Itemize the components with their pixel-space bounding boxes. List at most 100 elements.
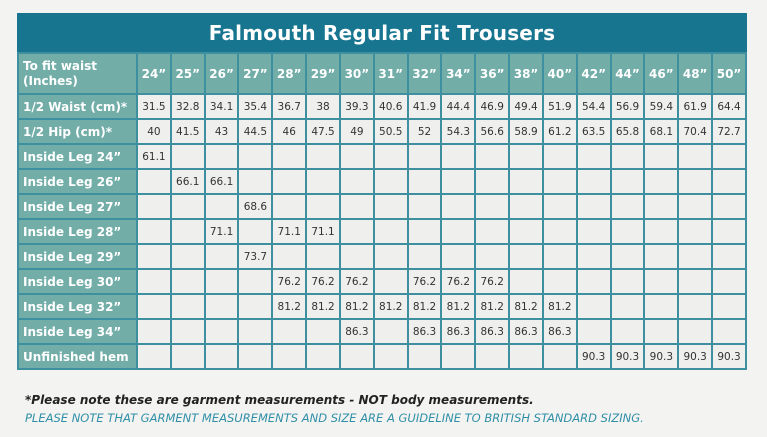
measurement-cell: 36.7 [271, 93, 308, 120]
size-header: 46” [643, 52, 680, 95]
row-label: Inside Leg 30” [17, 268, 138, 295]
measurement-cell [372, 318, 409, 345]
measurement-cell [203, 268, 240, 295]
measurement-cell [541, 168, 578, 195]
table-row: Inside Leg 27” 68.6 [17, 193, 747, 220]
measurement-cell: 49 [338, 118, 375, 145]
measurement-cell [609, 168, 646, 195]
measurement-cell [169, 243, 206, 270]
size-chart: Falmouth Regular Fit Trousers To fit wai… [17, 13, 747, 370]
measurement-cell [338, 343, 375, 370]
measurement-cell: 66.1 [169, 168, 206, 195]
measurement-cell: 47.5 [305, 118, 341, 145]
measurement-cell [643, 168, 680, 195]
measurement-cell [237, 268, 274, 295]
measurement-cell [575, 318, 612, 345]
measurement-cell [643, 143, 680, 170]
measurement-cell [677, 193, 714, 220]
measurement-cell: 50.5 [372, 118, 409, 145]
measurement-cell [440, 343, 477, 370]
measurement-cell [711, 268, 747, 295]
measurement-cell [372, 168, 409, 195]
measurement-cell [609, 293, 646, 320]
measurement-cell [203, 318, 240, 345]
measurement-cell: 32.8 [169, 93, 206, 120]
size-header: 38” [508, 52, 544, 95]
measurement-cell [474, 193, 511, 220]
garment-note: *Please note these are garment measureme… [25, 393, 534, 407]
measurement-cell [305, 343, 341, 370]
measurement-cell [677, 318, 714, 345]
measurement-cell: 71.1 [203, 218, 240, 245]
measurement-cell [711, 293, 747, 320]
measurement-cell: 51.9 [541, 93, 578, 120]
measurement-cell: 71.1 [305, 218, 341, 245]
measurement-cell [643, 193, 680, 220]
measurement-cell [169, 293, 206, 320]
measurement-cell [440, 243, 477, 270]
table-row: Inside Leg 32” 81.2 81.2 81.2 81.2 81.2 81.2 81… [17, 293, 747, 320]
measurement-cell: 58.9 [508, 118, 544, 145]
measurement-cell: 76.2 [271, 268, 308, 295]
measurement-cell [305, 193, 341, 220]
measurement-cell: 68.6 [237, 193, 274, 220]
measurement-cell [406, 168, 443, 195]
measurement-cell [338, 168, 375, 195]
measurement-cell [406, 243, 443, 270]
measurement-cell [271, 343, 308, 370]
measurement-cell [406, 218, 443, 245]
measurement-cell: 54.3 [440, 118, 477, 145]
measurement-cell [575, 293, 612, 320]
header-row: To fit waist (Inches) 24” 25” 26” 27” 28” 29”… [17, 52, 747, 95]
measurement-cell [711, 218, 747, 245]
measurement-cell: 59.4 [643, 93, 680, 120]
measurement-cell [508, 343, 544, 370]
measurement-cell [711, 243, 747, 270]
measurement-cell: 38 [305, 93, 341, 120]
measurement-cell [609, 243, 646, 270]
size-header: 28” [271, 52, 308, 95]
measurement-cell [508, 143, 544, 170]
size-header: 27” [237, 52, 274, 95]
measurement-cell: 31.5 [136, 93, 172, 120]
measurement-cell [203, 143, 240, 170]
measurement-cell [305, 318, 341, 345]
measurement-cell: 86.3 [474, 318, 511, 345]
measurement-cell: 81.2 [440, 293, 477, 320]
row-label: Inside Leg 32” [17, 293, 138, 320]
measurement-cell: 76.2 [338, 268, 375, 295]
measurement-cell [203, 243, 240, 270]
measurement-cell [541, 343, 578, 370]
measurement-cell: 49.4 [508, 93, 544, 120]
measurement-cell: 46 [271, 118, 308, 145]
measurement-cell: 70.4 [677, 118, 714, 145]
measurement-cell: 68.1 [643, 118, 680, 145]
measurement-cell: 86.3 [406, 318, 443, 345]
row-label: Inside Leg 28” [17, 218, 138, 245]
measurement-cell: 43 [203, 118, 240, 145]
size-header: 25” [169, 52, 206, 95]
size-header: 36” [474, 52, 511, 95]
measurement-cell [169, 218, 206, 245]
measurement-cell [136, 318, 172, 345]
measurement-cell: 72.7 [711, 118, 747, 145]
measurement-cell: 41.9 [406, 93, 443, 120]
measurement-cell [508, 268, 544, 295]
measurement-cell [169, 143, 206, 170]
measurement-cell: 90.3 [575, 343, 612, 370]
measurement-cell [677, 218, 714, 245]
table-row: Inside Leg 26” 66.1 66.1 [17, 168, 747, 195]
measurement-cell [440, 168, 477, 195]
size-header: 40” [541, 52, 578, 95]
measurement-cell [711, 143, 747, 170]
row-label: 1/2 Waist (cm)* [17, 93, 138, 120]
size-header: 32” [406, 52, 443, 95]
measurement-cell: 71.1 [271, 218, 308, 245]
table-row: 1/2 Hip (cm)* 40 41.5 43 44.5 46 47.5 49 50.5 52 5… [17, 118, 747, 145]
measurement-cell [677, 168, 714, 195]
measurement-cell [474, 243, 511, 270]
measurement-cell [508, 218, 544, 245]
measurement-cell [508, 168, 544, 195]
row-label: Inside Leg 34” [17, 318, 138, 345]
measurement-cell [136, 268, 172, 295]
